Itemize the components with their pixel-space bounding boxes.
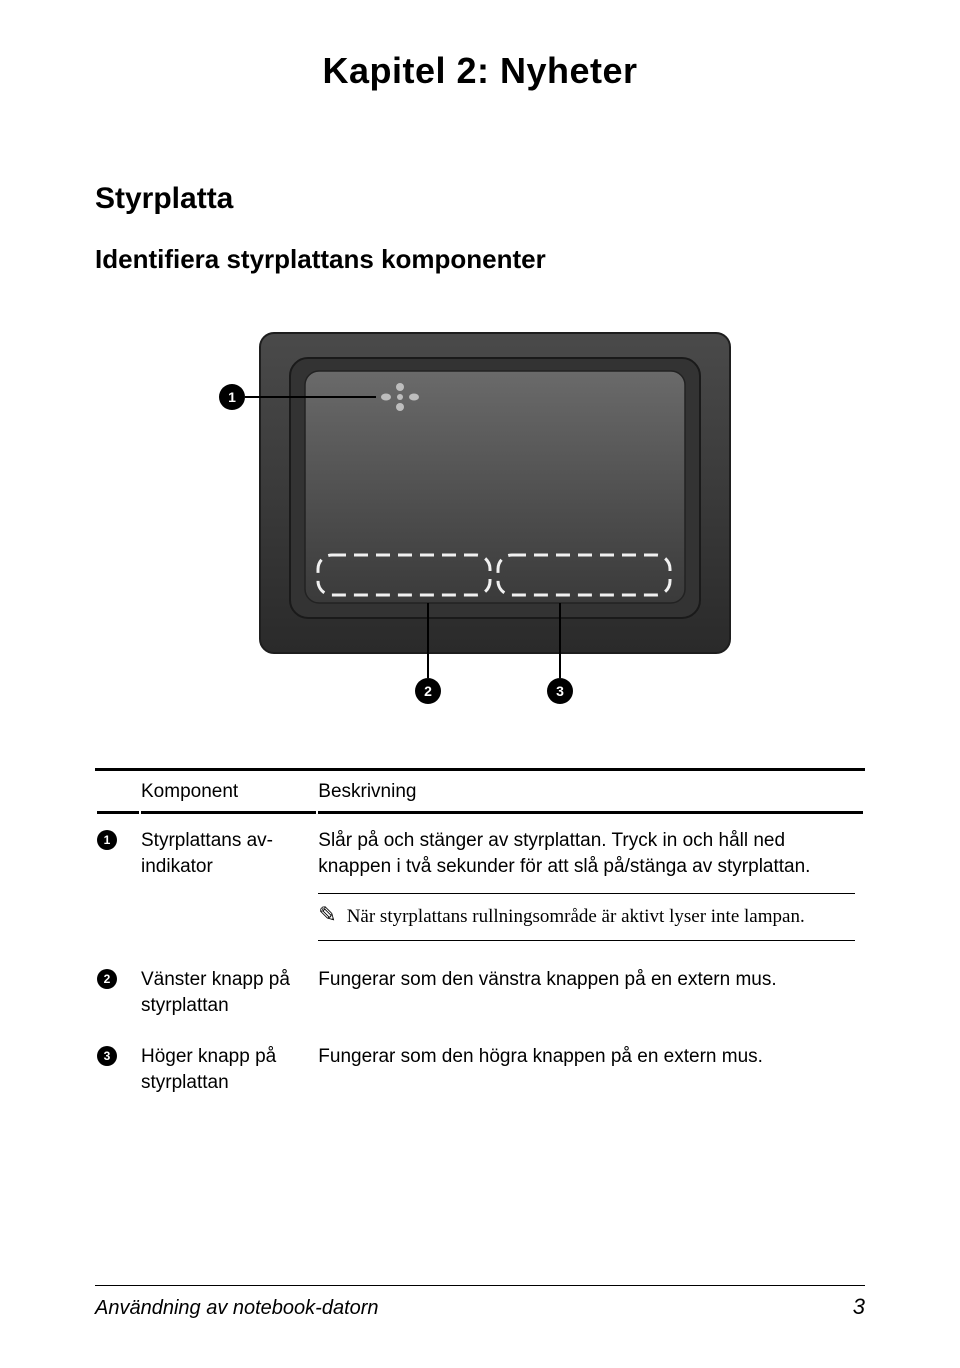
footer-page-number: 3 xyxy=(853,1294,865,1320)
table-row: 3 Höger knapp på styrplattan Fungerar so… xyxy=(97,1032,863,1107)
table-header-description: Beskrivning xyxy=(318,773,863,814)
row-bullet-icon: 1 xyxy=(97,830,117,850)
table-row: 2 Vänster knapp på styrplattan Fungerar … xyxy=(97,955,863,1030)
table-header-blank xyxy=(97,773,139,814)
row-bullet-icon: 3 xyxy=(97,1046,117,1066)
row-component: Styrplattans av-indikator xyxy=(141,816,316,953)
subsection-title: Identifiera styrplattans komponenter xyxy=(95,244,865,275)
page-footer: Användning av notebook-datorn 3 xyxy=(95,1285,865,1320)
chapter-title: Kapitel 2: Nyheter xyxy=(95,50,865,92)
note-icon: ✎ xyxy=(318,904,336,926)
svg-text:1: 1 xyxy=(228,389,236,405)
svg-text:2: 2 xyxy=(424,683,432,699)
table-header-component: Komponent xyxy=(141,773,316,814)
svg-text:3: 3 xyxy=(556,683,564,699)
row-bullet-icon: 2 xyxy=(97,969,117,989)
footer-doc-title: Användning av notebook-datorn xyxy=(95,1297,379,1320)
touchpad-illustration: 1 2 3 xyxy=(95,303,865,728)
row-description: Slår på och stänger av styrplattan. Tryc… xyxy=(318,816,863,953)
section-title: Styrplatta xyxy=(95,182,865,216)
note-text: När styrplattans rullningsområde är akti… xyxy=(347,904,805,930)
component-table: Komponent Beskrivning 1 Styrplattans av-… xyxy=(95,768,865,1109)
row-component: Höger knapp på styrplattan xyxy=(141,1032,316,1107)
row-component: Vänster knapp på styrplattan xyxy=(141,955,316,1030)
row-description: Fungerar som den högra knappen på en ext… xyxy=(318,1032,863,1107)
row-description: Fungerar som den vänstra knappen på en e… xyxy=(318,955,863,1030)
table-row: 1 Styrplattans av-indikator Slår på och … xyxy=(97,816,863,953)
note-box: ✎ När styrplattans rullningsområde är ak… xyxy=(318,893,855,941)
